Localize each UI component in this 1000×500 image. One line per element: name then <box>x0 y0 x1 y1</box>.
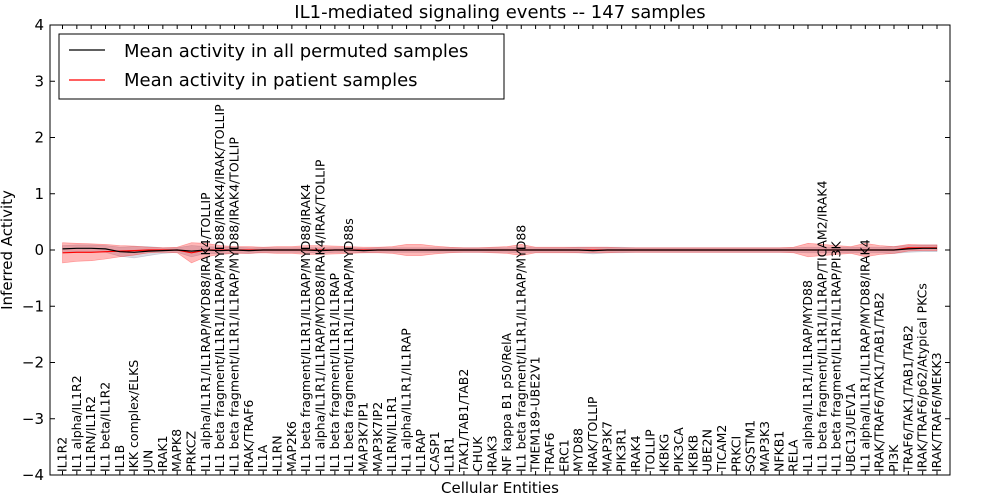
x-category-label: IKBKG <box>657 434 672 472</box>
x-category-label: SQSTM1 <box>743 420 758 472</box>
x-category-label: CHUK <box>470 436 485 472</box>
x-category-label: IL1 alpha/IL1R1/IL1RAP/MYD88/IRAK4/TOLLI… <box>198 192 213 472</box>
x-category-label: MAP3K7IP1 <box>356 402 371 472</box>
y-tick-label: 4 <box>34 16 44 34</box>
x-category-label: IRAK4 <box>628 435 643 472</box>
x-category-label: IL1RN/IL1R2 <box>83 396 98 472</box>
x-category-label: UBC13/UEV1A <box>843 383 858 472</box>
legend: Mean activity in all permuted samples Me… <box>58 33 505 100</box>
x-category-label: IRAK/TRAF6 <box>241 400 256 472</box>
x-category-label: IL1 alpha/IL1R1/IL1RAP/MYD88 <box>800 280 815 472</box>
x-category-label: IL1 beta/IL1R2 <box>98 382 113 472</box>
x-category-label: ERC1 <box>556 439 571 472</box>
x-category-label: IL1RN/IL1R1 <box>384 396 399 472</box>
legend-box <box>58 33 505 100</box>
x-category-label: MAP3K7IP2 <box>370 402 385 472</box>
x-category-label: PRKCI <box>728 436 743 472</box>
x-category-label: IL1 alpha/IL1R1/IL1RAP/MYD88/IRAK4/IRAK/… <box>313 159 328 472</box>
x-category-label: IL1 beta fragment/IL1R1/IL1RAP/MYD88/IRA… <box>212 104 227 472</box>
x-category-label: IKK complex/ELKS <box>126 360 141 472</box>
x-category-label: IL1R2 <box>55 437 70 472</box>
legend-label-patient: Mean activity in patient samples <box>124 70 418 91</box>
x-category-label: TRAF6/TAK1/TAB1/TAB2 <box>900 325 915 473</box>
x-category-label: MAP3K3 <box>757 421 772 472</box>
series-band-0 <box>62 244 938 259</box>
x-category-label: IKBKB <box>685 435 700 472</box>
x-category-label: IL1 beta fragment/IL1R1/IL1RAP/MYD88 <box>513 225 528 472</box>
x-category-label: IL1A <box>255 444 270 472</box>
x-category-label: NFKB1 <box>771 431 786 472</box>
x-category-label: IRAK3 <box>485 435 500 472</box>
x-category-label: IL1RAP <box>413 429 428 472</box>
x-category-label: IL1 beta fragment/IL1R1/IL1RAP/PI3K <box>829 241 844 472</box>
confidence-bands <box>62 242 938 264</box>
series-band-1 <box>62 242 938 264</box>
series-lines <box>62 247 937 254</box>
x-category-label: IL1 beta fragment/IL1R1/IL1RAP/TICAM2/IR… <box>814 181 829 472</box>
x-category-label: IL1 beta fragment/IL1R1/IL1RAP/MYD88s <box>341 218 356 472</box>
x-category-label: IL1 beta fragment/IL1R1/IL1RAP <box>327 272 342 472</box>
y-tick-label: −1 <box>22 297 44 315</box>
x-category-label: RELA <box>786 439 801 472</box>
x-category-label: MYD88 <box>571 428 586 472</box>
x-category-label: NF kappa B1 p50/RelA <box>499 332 514 472</box>
x-category-label: IRAK/TRAF6/p62/Atypical PKCs <box>915 283 930 472</box>
x-category-label: PI3K <box>886 444 901 472</box>
x-category-label: IL1 beta fragment/IL1R1/IL1RAP/MYD88/IRA… <box>227 137 242 472</box>
x-category-label: IL1 alpha/IL1R1/IL1RAP <box>399 328 414 472</box>
y-axis-label: Inferred Activity <box>0 190 16 310</box>
y-tick-label: 3 <box>34 72 44 90</box>
y-tick-label: 2 <box>34 129 44 147</box>
x-category-label: IRAK/TRAF6/TAK1/TAB1/TAB2 <box>872 292 887 472</box>
x-category-label: TRAF6 <box>542 432 557 473</box>
x-category-label: TOLLIP <box>642 429 657 473</box>
x-category-label: IRAK/TRAF6/MEKK3 <box>929 352 944 472</box>
x-category-label: MAP3K7 <box>599 421 614 472</box>
y-tick-label: 0 <box>34 241 44 259</box>
x-category-label: PRKCZ <box>184 431 199 472</box>
x-category-label: TICAM2 <box>714 425 729 473</box>
x-category-label: IL1RN <box>270 435 285 472</box>
series-line-0 <box>62 247 937 253</box>
legend-label-permuted: Mean activity in all permuted samples <box>124 41 468 62</box>
x-category-label: JUN <box>141 450 156 473</box>
x-category-label: CASP1 <box>427 431 442 472</box>
x-category-label: IL1 alpha/IL1R2 <box>69 375 84 472</box>
x-category-label: MAP2K6 <box>284 421 299 472</box>
chart-title: IL1-mediated signaling events -- 147 sam… <box>294 2 705 23</box>
x-axis: IL1R2 IL1 alpha/IL1R2 IL1RN/IL1R2 IL1 beta/… <box>55 25 944 475</box>
x-category-label: IRAK/TOLLIP <box>585 396 600 472</box>
x-category-label: IRAK1 <box>155 435 170 472</box>
x-category-label: IL1 alpha/IL1R1/IL1RAP/MYD88/IRAK4 <box>857 239 872 472</box>
x-axis-label: Cellular Entities <box>441 479 559 497</box>
x-category-label: PIK3CA <box>671 427 686 472</box>
y-tick-label: −3 <box>22 410 44 428</box>
x-category-label: MAPK8 <box>169 429 184 472</box>
x-category-label: IL1R1 <box>442 437 457 472</box>
y-tick-label: −2 <box>22 354 44 372</box>
y-axis: −4 −3 −2 −1 0 1 2 3 4 <box>22 16 950 484</box>
x-category-label: IL1B <box>112 445 127 472</box>
x-category-label: IL1 beta fragment/IL1R1/IL1RAP/MYD88/IRA… <box>298 184 313 472</box>
x-category-label: PIK3R1 <box>614 428 629 472</box>
x-category-label: TMEM189-UBE2V1 <box>528 356 543 473</box>
x-category-label: UBE2N <box>700 429 715 472</box>
x-category-label: TAK1/TAB1/TAB2 <box>456 369 471 473</box>
y-tick-label: −4 <box>22 466 44 484</box>
y-tick-label: 1 <box>34 185 44 203</box>
